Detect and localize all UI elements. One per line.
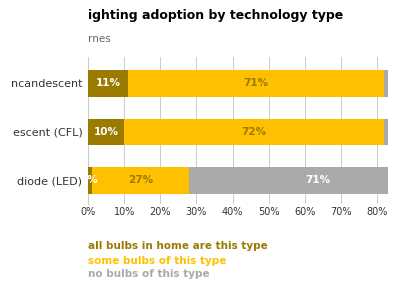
Text: some bulbs of this type: some bulbs of this type <box>88 256 226 266</box>
Text: 11%: 11% <box>95 78 120 88</box>
Text: 71%: 71% <box>244 78 269 88</box>
Bar <box>88 118 124 145</box>
Text: 71%: 71% <box>305 175 330 185</box>
Bar <box>88 167 92 194</box>
Text: 27%: 27% <box>128 175 153 185</box>
Text: 1%: 1% <box>81 175 99 185</box>
Bar <box>384 118 400 145</box>
Bar <box>384 70 400 97</box>
Bar <box>189 167 400 194</box>
Text: 10%: 10% <box>94 127 118 137</box>
Bar <box>88 70 128 97</box>
Text: ighting adoption by technology type: ighting adoption by technology type <box>88 9 343 22</box>
Text: rnes: rnes <box>88 34 111 44</box>
Text: 72%: 72% <box>242 127 267 137</box>
Text: all bulbs in home are this type: all bulbs in home are this type <box>88 241 268 251</box>
Text: no bulbs of this type: no bulbs of this type <box>88 269 210 279</box>
Bar <box>92 167 189 194</box>
Bar <box>124 118 384 145</box>
Bar <box>128 70 384 97</box>
